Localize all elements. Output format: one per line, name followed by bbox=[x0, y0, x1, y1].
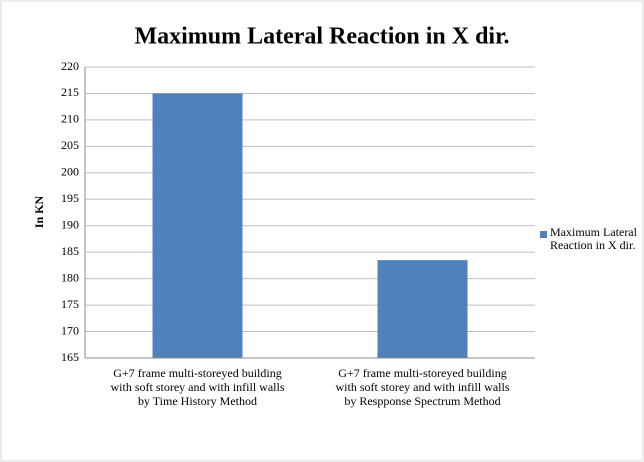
y-tick-label: 220 bbox=[61, 59, 79, 73]
y-tick-label: 180 bbox=[61, 270, 79, 284]
y-tick-label: 195 bbox=[61, 191, 79, 205]
bar bbox=[152, 93, 243, 359]
y-tick-label: 165 bbox=[61, 350, 79, 364]
y-tick-label: 205 bbox=[61, 138, 79, 152]
y-tick-label: 210 bbox=[61, 112, 79, 126]
x-tick-label: by Time History Method bbox=[138, 394, 257, 408]
y-tick-label: 190 bbox=[61, 217, 79, 231]
x-tick-label: with soft storey and with infill walls bbox=[336, 380, 510, 394]
y-tick-label: 215 bbox=[61, 85, 79, 99]
y-tick-label: 200 bbox=[61, 165, 79, 179]
y-axis-label: In KN bbox=[32, 195, 46, 228]
x-tick-label: G+7 frame multi-storeyed building bbox=[338, 366, 506, 380]
y-tick-label: 170 bbox=[61, 323, 79, 337]
chart-title: Maximum Lateral Reaction in X dir. bbox=[134, 24, 509, 50]
y-tick-label: 175 bbox=[61, 297, 79, 311]
legend-swatch bbox=[540, 231, 547, 238]
y-tick-label: 185 bbox=[61, 244, 79, 258]
x-tick-label: G+7 frame multi-storeyed building bbox=[113, 366, 281, 380]
x-tick-label: with soft storey and with infill walls bbox=[111, 380, 285, 394]
bar bbox=[377, 260, 468, 358]
legend-label: Maximum Lateral Reaction in X dir. bbox=[550, 225, 637, 252]
x-tick-label: by Respponse Spectrum Method bbox=[344, 394, 500, 408]
